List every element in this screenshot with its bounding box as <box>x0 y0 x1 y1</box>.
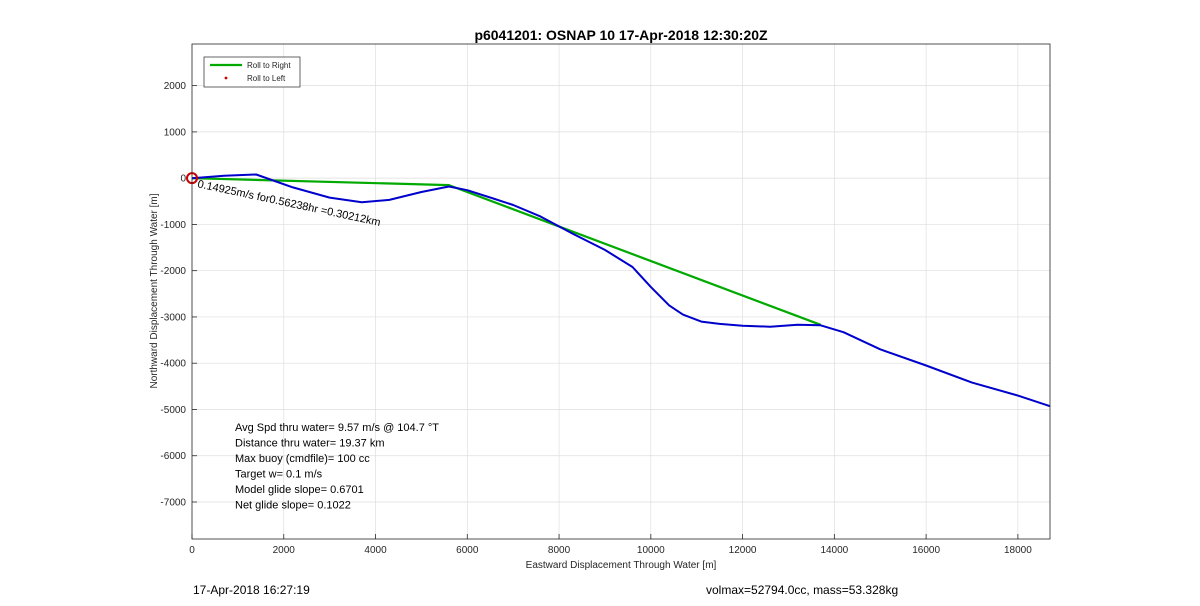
footer-summary: volmax=52794.0cc, mass=53.328kg <box>706 583 899 597</box>
legend-label: Roll to Left <box>247 74 286 83</box>
legend-label: Roll to Right <box>247 61 291 70</box>
x-tick-labels: 0 2000 4000 6000 8000 10000 12000 14000 16000 180… <box>189 545 1032 556</box>
y-tick-label: -5000 <box>160 405 186 416</box>
footer-timestamp: 17-Apr-2018 16:27:19 <box>193 583 310 597</box>
y-tick-label: 0 <box>180 174 186 185</box>
y-tick-label: 1000 <box>164 127 187 138</box>
stats-line: Net glide slope= 0.1022 <box>235 500 351 512</box>
x-tick-label: 14000 <box>820 545 848 556</box>
stats-line: Distance thru water= 19.37 km <box>235 438 385 450</box>
x-tick-label: 0 <box>189 545 195 556</box>
y-tick-label: -4000 <box>160 359 186 370</box>
stats-line: Avg Spd thru water= 9.57 m/s @ 104.7 °T <box>235 422 439 434</box>
y-axis-label: Northward Displacement Through Water [m] <box>149 193 160 388</box>
y-tick-label: -6000 <box>160 451 186 462</box>
x-tick-label: 18000 <box>1004 545 1032 556</box>
stats-line: Target w= 0.1 m/s <box>235 469 323 481</box>
legend-swatch-dot <box>224 76 228 80</box>
y-tick-label: 2000 <box>164 81 187 92</box>
x-tick-label: 10000 <box>637 545 665 556</box>
plot-frame <box>191 43 1051 540</box>
x-tick-label: 12000 <box>729 545 757 556</box>
y-tick-label: -7000 <box>160 497 186 508</box>
x-tick-label: 4000 <box>364 545 387 556</box>
x-tick-label: 16000 <box>912 545 940 556</box>
legend: Roll to Right Roll to Left <box>203 56 301 88</box>
x-tick-label: 6000 <box>456 545 479 556</box>
stats-line: Model glide slope= 0.6701 <box>235 484 364 496</box>
series-line-1 <box>191 177 821 326</box>
y-tick-label: -1000 <box>160 220 186 231</box>
stats-line: Max buoy (cmdfile)= 100 cc <box>235 453 370 465</box>
x-axis-label: Eastward Displacement Through Water [m] <box>526 560 717 571</box>
grid <box>191 44 1050 539</box>
x-tick-label: 2000 <box>273 545 296 556</box>
series-line-2 <box>191 173 1051 408</box>
y-tick-labels: 2000 1000 0 -1000 -2000 -3000 -4000 -5000 -6000 -… <box>160 81 186 508</box>
chart-title: p6041201: OSNAP 10 17-Apr-2018 12:30:20Z <box>474 27 768 43</box>
legend-box <box>203 56 301 88</box>
x-tick-label: 8000 <box>548 545 571 556</box>
y-tick-label: -3000 <box>160 312 186 323</box>
y-tick-label: -2000 <box>160 266 186 277</box>
